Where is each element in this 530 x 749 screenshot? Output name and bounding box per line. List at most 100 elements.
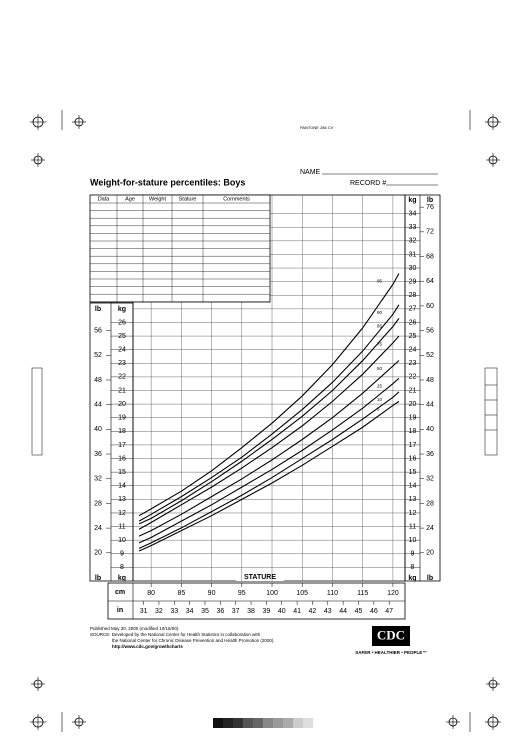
y-unit: kg (118, 575, 126, 582)
y2-tick-label: 64 (426, 278, 434, 285)
y-tick-label: 9 (120, 551, 124, 558)
logo-box (372, 626, 410, 646)
y-tick-label: 27 (409, 306, 417, 313)
x-tick-label: 100 (266, 590, 278, 597)
y2-tick-label: 20 (94, 550, 102, 557)
y2-tick-label: 56 (94, 327, 102, 334)
y-unit: kg (118, 306, 126, 313)
y-tick-label: 26 (409, 319, 417, 326)
y2-unit: lb (95, 306, 101, 313)
y2-tick-label: 52 (426, 352, 434, 359)
y2-tick-label: 40 (94, 426, 102, 433)
y2-unit: lb (427, 575, 433, 582)
x2-tick-label: 41 (293, 608, 301, 615)
y2-tick-label: 76 (426, 204, 434, 211)
curve-label: 25 (377, 383, 383, 388)
curve-label: 95 (377, 279, 383, 284)
percentile-curve (138, 304, 400, 522)
footer: Published May 30, 2000 (modified 10/16/0… (90, 626, 427, 655)
y-tick-label: 24 (409, 347, 417, 354)
y-tick-label: 21 (409, 387, 417, 394)
y-tick-label: 23 (409, 360, 417, 367)
y-tick-label: 26 (118, 319, 126, 326)
percentile-curve (138, 318, 400, 525)
table-header: Age (125, 196, 135, 202)
footer-url: http://www.cdc.gov/growthcharts (112, 644, 183, 649)
y-tick-label: 11 (118, 523, 125, 530)
curve-label: 5 (377, 407, 380, 412)
x2-tick-label: 44 (339, 608, 347, 615)
right-axis-frame (404, 194, 441, 582)
y-tick-label: 8 (411, 564, 415, 571)
curve-label: 90 (377, 310, 383, 315)
percentile-curve (138, 391, 400, 549)
pantone-code: PANTONE 286 CV (300, 125, 334, 130)
y-tick-label: 21 (118, 387, 126, 394)
y-tick-label: 14 (118, 483, 126, 490)
y2-tick-label: 52 (94, 352, 102, 359)
x2-unit: in (117, 607, 123, 614)
footer-line: SOURCE: Developed by the National Center… (90, 632, 261, 637)
y2-tick-label: 20 (426, 550, 434, 557)
y2-tick-label: 36 (426, 451, 434, 458)
y2-tick-label: 72 (426, 229, 434, 236)
percentile-curve (138, 400, 400, 552)
y2-tick-label: 56 (426, 327, 434, 334)
y2-tick-label: 44 (426, 402, 434, 409)
x2-tick-label: 32 (155, 608, 163, 615)
x-tick-label: 80 (147, 590, 155, 597)
y-tick-label: 18 (118, 428, 126, 435)
footer-line: Published May 30, 2000 (modified 10/16/0… (90, 626, 180, 631)
curve-label: 85 (377, 324, 383, 329)
x-tick-label: 115 (357, 590, 368, 597)
tagline: SAFER • HEALTHIER • PEOPLE™ (355, 650, 427, 655)
y-tick-label: 22 (409, 374, 417, 381)
y-tick-label: 33 (409, 224, 417, 231)
y-tick-label: 16 (118, 455, 126, 462)
x2-tick-label: 31 (140, 608, 148, 615)
y2-tick-label: 60 (426, 303, 434, 310)
y2-tick-label: 48 (426, 377, 434, 384)
table-header: Comments (223, 196, 250, 202)
x2-tick-label: 42 (309, 608, 317, 615)
y-tick-label: 19 (118, 415, 126, 422)
table-header: Data (98, 196, 111, 202)
x-tick-label: 105 (296, 590, 308, 597)
x2-tick-label: 37 (232, 608, 240, 615)
table-header: Stature (179, 196, 197, 202)
y2-tick-label: 40 (426, 426, 434, 433)
y2-tick-label: 24 (94, 525, 102, 532)
y-tick-label: 15 (118, 469, 126, 476)
x-tick-label: 95 (238, 590, 246, 597)
percentile-curve (138, 273, 400, 517)
x-unit: cm (115, 589, 125, 596)
x2-tick-label: 35 (201, 608, 209, 615)
y2-unit: lb (427, 197, 433, 204)
y-tick-label: 13 (118, 496, 126, 503)
x2-tick-label: 34 (186, 608, 194, 615)
y-tick-label: 17 (118, 442, 126, 449)
y2-tick-label: 36 (94, 451, 102, 458)
y2-unit: lb (95, 575, 101, 582)
x-label-bg (236, 573, 284, 581)
y-tick-label: 22 (118, 374, 126, 381)
y-tick-label: 14 (409, 483, 417, 490)
y-tick-label: 19 (409, 415, 417, 422)
y-tick-label: 12 (118, 510, 126, 517)
x2-tick-label: 38 (247, 608, 255, 615)
data-table: Data Age Weight Stature Comments (89, 194, 271, 303)
y-tick-label: 34 (409, 210, 417, 217)
y-tick-label: 20 (118, 401, 126, 408)
y2-tick-label: 32 (426, 476, 434, 483)
table-header: Weight (149, 196, 166, 202)
y-tick-label: 9 (411, 551, 415, 558)
percentile-curve (138, 335, 400, 530)
percentile-curve (138, 377, 400, 544)
x2-tick-label: 43 (324, 608, 332, 615)
x-tick-label: 90 (208, 590, 216, 597)
y-tick-label: 28 (409, 292, 417, 299)
x-axis-label: STATURE (244, 574, 276, 581)
y-tick-label: 20 (409, 401, 417, 408)
x2-tick-label: 45 (355, 608, 363, 615)
